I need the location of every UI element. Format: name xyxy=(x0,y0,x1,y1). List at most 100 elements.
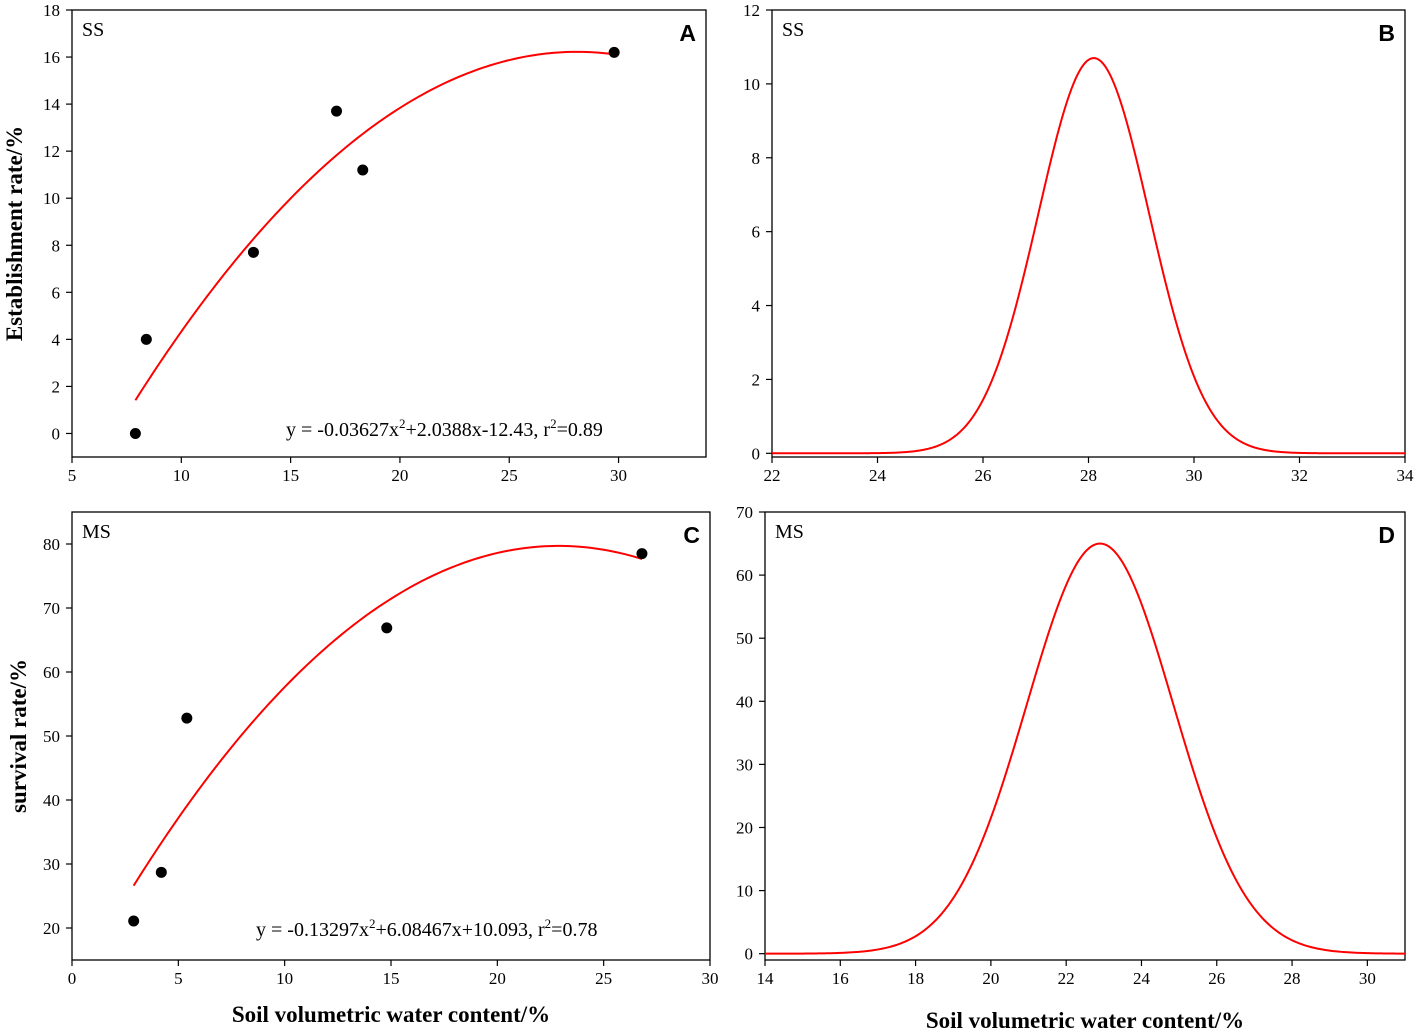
y-axis-label: Establishment rate/% xyxy=(2,126,27,341)
y-tick-label: 4 xyxy=(52,330,61,349)
x-tick-label: 20 xyxy=(489,969,506,988)
x-tick-label: 30 xyxy=(1186,466,1203,485)
y-tick-label: 10 xyxy=(743,75,760,94)
data-point xyxy=(129,427,141,439)
y-tick-label: 14 xyxy=(43,95,61,114)
x-tick-label: 34 xyxy=(1397,466,1415,485)
x-tick-label: 10 xyxy=(173,466,190,485)
data-point xyxy=(381,622,393,634)
y-tick-label: 6 xyxy=(752,223,761,242)
panel-letter: A xyxy=(679,20,696,46)
y-tick-label: 20 xyxy=(736,818,753,837)
equation-text: =0.89 xyxy=(557,419,603,441)
panel-letter: D xyxy=(1378,522,1395,548)
y-tick-label: 30 xyxy=(43,855,60,874)
equation-text: +6.08467x+10.093, r xyxy=(375,919,545,941)
y-tick-label: 0 xyxy=(752,444,761,463)
x-tick-label: 5 xyxy=(68,466,77,485)
x-tick-label: 26 xyxy=(1208,969,1225,988)
y-tick-label: 10 xyxy=(43,189,60,208)
panel-series-label: SS xyxy=(82,19,104,41)
fit-equation: y = -0.13297x2+6.08467x+10.093, r2=0.78 xyxy=(256,916,597,941)
plot-frame xyxy=(764,511,1406,961)
panel-series-label: MS xyxy=(775,521,804,543)
x-tick-label: 30 xyxy=(1359,969,1376,988)
x-tick-label: 14 xyxy=(757,969,775,988)
y-tick-label: 12 xyxy=(43,142,60,161)
y-tick-label: 8 xyxy=(52,236,61,255)
equation-superscript: 2 xyxy=(550,416,557,431)
y-tick-label: 60 xyxy=(43,663,60,682)
data-point xyxy=(331,105,343,117)
y-tick-label: 18 xyxy=(43,1,60,20)
y-tick-label: 2 xyxy=(52,377,61,396)
fit-curve xyxy=(134,50,615,401)
x-tick-label: 22 xyxy=(764,466,781,485)
y-tick-label: 8 xyxy=(752,149,761,168)
y-tick-label: 0 xyxy=(745,945,754,964)
y-tick-label: 40 xyxy=(736,692,753,711)
equation-superscript: 2 xyxy=(369,916,376,931)
y-tick-label: 30 xyxy=(736,755,753,774)
y-tick-label: 12 xyxy=(743,1,760,20)
x-tick-label: 18 xyxy=(907,969,924,988)
data-point xyxy=(636,548,648,560)
x-tick-label: 24 xyxy=(869,466,887,485)
panel-letter: C xyxy=(683,522,700,548)
x-tick-label: 0 xyxy=(68,969,77,988)
data-point xyxy=(155,866,167,878)
y-tick-label: 6 xyxy=(52,283,61,302)
panel-series-label: MS xyxy=(82,521,111,543)
data-point xyxy=(181,712,193,724)
x-tick-label: 5 xyxy=(174,969,183,988)
y-tick-label: 10 xyxy=(736,882,753,901)
x-tick-label: 24 xyxy=(1133,969,1151,988)
equation-superscript: 2 xyxy=(545,916,552,931)
data-point xyxy=(247,246,259,258)
panel-series-label: SS xyxy=(782,19,804,41)
panel-a: 5 10 15 20 25 30 0 2 4 6 8 10 12 14 16 18 SS A Establishme… xyxy=(2,1,707,485)
x-tick-label: 20 xyxy=(391,466,408,485)
x-tick-label: 25 xyxy=(501,466,518,485)
x-tick-label: 32 xyxy=(1291,466,1308,485)
x-tick-label: 30 xyxy=(702,969,719,988)
y-tick-label: 70 xyxy=(43,599,60,618)
y-tick-label: 16 xyxy=(43,48,60,67)
x-tick-label: 16 xyxy=(832,969,849,988)
data-point xyxy=(128,915,140,927)
x-tick-label: 28 xyxy=(1284,969,1301,988)
y-tick-label: 60 xyxy=(736,566,753,585)
y-tick-label: 50 xyxy=(736,629,753,648)
y-tick-label: 4 xyxy=(752,297,761,316)
equation-superscript: 2 xyxy=(399,416,406,431)
x-axis-label: Soil volumetric water content/% xyxy=(926,1008,1244,1032)
x-tick-label: 22 xyxy=(1058,969,1075,988)
x-tick-label: 26 xyxy=(975,466,992,485)
x-tick-label: 10 xyxy=(276,969,293,988)
equation-text: +2.0388x-12.43, r xyxy=(405,419,550,441)
plot-frame xyxy=(71,9,707,458)
y-tick-label: 50 xyxy=(43,727,60,746)
x-tick-label: 25 xyxy=(595,969,612,988)
panel-d: 14 16 18 20 22 24 26 28 30 0 10 20 30 40 50 60 70 MS D Soil… xyxy=(736,503,1406,1032)
y-axis-label: survival rate/% xyxy=(6,659,31,813)
x-tick-label: 15 xyxy=(383,969,400,988)
y-tick-label: 70 xyxy=(736,503,753,522)
plot-frame xyxy=(771,9,1406,458)
equation-text: y = -0.13297x xyxy=(256,919,369,941)
y-tick-label: 0 xyxy=(52,424,61,443)
y-tick-label: 40 xyxy=(43,791,60,810)
fit-curve xyxy=(132,544,643,887)
equation-text: =0.78 xyxy=(551,919,597,941)
data-point xyxy=(140,333,152,345)
plot-frame xyxy=(71,511,711,961)
panel-letter: B xyxy=(1378,20,1395,46)
x-tick-label: 15 xyxy=(282,466,299,485)
y-tick-label: 80 xyxy=(43,535,60,554)
x-tick-label: 30 xyxy=(610,466,627,485)
fit-equation: y = -0.03627x2+2.0388x-12.43, r2=0.89 xyxy=(286,416,603,441)
x-tick-label: 20 xyxy=(982,969,999,988)
y-tick-label: 20 xyxy=(43,919,60,938)
